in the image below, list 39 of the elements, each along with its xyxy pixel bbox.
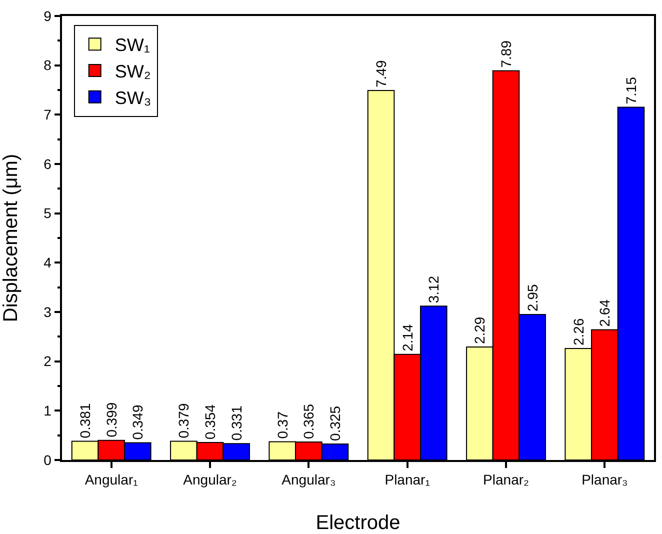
data-label: 7.89 bbox=[498, 40, 514, 68]
y-tick-label: 6 bbox=[44, 156, 52, 172]
y-tick-label: 7 bbox=[44, 106, 52, 123]
y-tick-label: 4 bbox=[44, 254, 52, 271]
x-tick-label: Planar₁ bbox=[384, 472, 430, 488]
data-label: 0.325 bbox=[326, 406, 343, 441]
x-tick-label: Angular₂ bbox=[183, 472, 237, 488]
data-label: 7.15 bbox=[622, 76, 639, 104]
y-tick-label: 1 bbox=[44, 402, 52, 419]
y-tick-label: 2 bbox=[44, 353, 52, 370]
x-axis-title: Electrode bbox=[316, 512, 400, 534]
y-tick-label: 3 bbox=[44, 304, 52, 320]
legend-label: SW₁ bbox=[114, 35, 150, 56]
y-tick-label: 8 bbox=[44, 57, 52, 74]
x-tick-label: Angular₃ bbox=[282, 472, 336, 488]
data-label: 0.331 bbox=[228, 405, 244, 441]
data-label: 0.399 bbox=[103, 402, 120, 438]
data-label: 0.365 bbox=[300, 404, 317, 439]
y-axis-title: Displacement (μm) bbox=[0, 154, 22, 322]
data-label: 3.12 bbox=[426, 276, 442, 304]
data-label: 2.95 bbox=[524, 284, 540, 312]
data-label: 2.29 bbox=[472, 316, 488, 344]
data-label: 2.14 bbox=[399, 324, 416, 352]
data-label: 0.354 bbox=[202, 404, 218, 440]
x-tick-label: Planar₃ bbox=[582, 472, 628, 488]
y-tick-label: 9 bbox=[44, 8, 52, 24]
y-tick-label: 5 bbox=[44, 205, 52, 222]
data-label: 0.381 bbox=[77, 402, 94, 438]
data-label: 2.64 bbox=[596, 299, 613, 327]
data-label: 2.26 bbox=[570, 318, 586, 346]
x-tick-label: Angular₁ bbox=[84, 472, 138, 488]
data-label: 0.37 bbox=[274, 411, 290, 439]
x-tick-label: Planar₂ bbox=[483, 472, 529, 488]
data-label: 0.379 bbox=[176, 403, 192, 438]
y-tick-label: 0 bbox=[44, 452, 52, 468]
legend-label: SW₂ bbox=[114, 62, 151, 82]
data-label: 0.349 bbox=[130, 404, 146, 440]
legend-label: SW₃ bbox=[114, 88, 152, 108]
data-label: 7.49 bbox=[373, 60, 390, 88]
